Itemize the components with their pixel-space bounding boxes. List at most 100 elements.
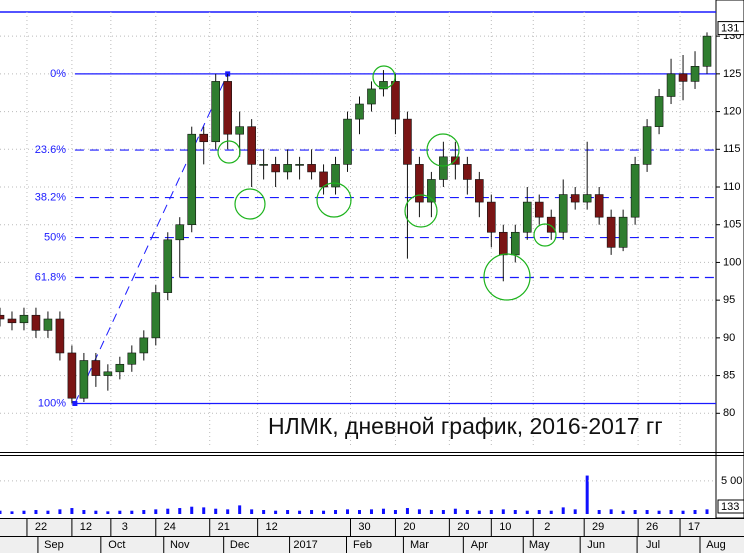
candle-body [43, 318, 53, 331]
volume-bar [573, 509, 577, 514]
fib-label: 100% [38, 397, 66, 409]
volume-bar [537, 510, 541, 514]
candle-body [247, 126, 256, 165]
candle-body [463, 164, 472, 180]
volume-bar [130, 510, 134, 514]
y-tick-label: 80 [723, 407, 735, 419]
candle-body [618, 216, 628, 248]
y-tick-label: 110 [723, 181, 741, 193]
x-tick-label: 20 [457, 521, 469, 533]
x-tick-label: 24 [164, 521, 176, 533]
candle-body [259, 164, 268, 166]
candle-body [379, 81, 388, 90]
volume-bar [346, 509, 350, 514]
volume-bar [202, 507, 206, 514]
volume [0, 475, 709, 514]
circle [217, 140, 241, 164]
y-tick-label: 125 [723, 68, 741, 80]
volume-bar [34, 510, 38, 514]
month-label: Aug [706, 539, 726, 551]
y-tick-label: 95 [723, 294, 735, 306]
candle-body [702, 35, 712, 67]
candle-body [367, 88, 376, 105]
volume-bar [417, 509, 421, 514]
volume-bar [585, 475, 589, 514]
volume-bar [477, 510, 481, 514]
x-tick-label: 29 [592, 521, 604, 533]
x-tick-label: 22 [35, 521, 47, 533]
candle-body [331, 164, 340, 188]
candle-body [415, 164, 424, 203]
x-tick-label: 2 [544, 521, 550, 533]
volume-bar [525, 510, 529, 514]
volume-bar [214, 508, 218, 514]
candle-body [79, 360, 89, 399]
candle-body [522, 201, 532, 233]
candle-body [343, 118, 352, 165]
candle-body [103, 371, 113, 376]
fib-anchor [72, 400, 78, 406]
month-label: Dec [230, 539, 250, 551]
candle-body [187, 133, 197, 226]
candle-body [271, 164, 280, 173]
candle-body [666, 73, 676, 97]
candle-body [0, 314, 5, 320]
volume-bar [429, 510, 433, 514]
volume-bar [46, 510, 50, 514]
y-tick-label: 100 [723, 256, 741, 268]
volume-bar [154, 509, 158, 514]
candle-body [403, 118, 412, 165]
volume-bar [58, 509, 62, 514]
candles [0, 32, 712, 404]
volume-bar [357, 510, 361, 514]
volume-bar [226, 509, 230, 514]
candle-body [199, 133, 209, 143]
candle-body [127, 352, 137, 365]
candle-body [19, 314, 29, 324]
month-label: 2017 [293, 539, 317, 551]
circle [426, 133, 460, 167]
candle-body [235, 126, 244, 135]
volume-bar [597, 510, 601, 514]
x-tick-label: 26 [646, 521, 658, 533]
candle-body [582, 194, 592, 203]
volume-bar [286, 510, 290, 514]
volume-last-box [717, 499, 744, 514]
volume-bar [166, 508, 170, 514]
month-label: May [529, 539, 550, 551]
circle [533, 223, 557, 247]
x-tick-label: 12 [80, 521, 92, 533]
candle-body [391, 81, 400, 120]
circle [372, 65, 396, 89]
candle-body [223, 81, 232, 135]
month-label: Jul [646, 539, 660, 551]
volume-bar [621, 510, 625, 514]
volume-bar [0, 510, 2, 514]
volume-bar [645, 510, 649, 514]
x-tick-label: 21 [218, 521, 230, 533]
annotation-circles [217, 65, 557, 301]
candle-body [510, 231, 520, 256]
circle [234, 188, 266, 220]
candle-body [115, 363, 125, 373]
candle-body [7, 318, 17, 324]
volume-bar [465, 510, 469, 514]
candle-body [427, 179, 436, 203]
candle-body [594, 194, 604, 218]
candle-body [475, 179, 484, 203]
volume-bar [178, 508, 182, 514]
x-tick-label: 30 [358, 521, 370, 533]
y-tick-label: 85 [723, 369, 735, 381]
candle-body [139, 337, 149, 354]
volume-bar [106, 511, 110, 514]
fibonacci-levels: 0% 23.6% 38.2% 50% 61.8% 100% [35, 68, 716, 409]
volume-bar [549, 510, 553, 514]
x-tick-label: 20 [403, 521, 415, 533]
y-tick-label: 105 [723, 219, 741, 231]
volume-bar [274, 510, 278, 514]
volume-last-label: 133 [721, 501, 739, 513]
volume-bar [10, 511, 14, 514]
volume-bar [381, 508, 385, 514]
